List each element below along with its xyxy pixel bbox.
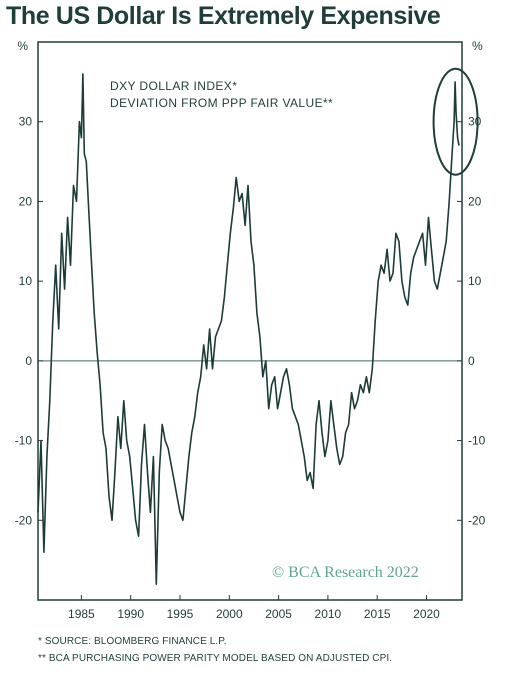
- x-tick-label: 2005: [265, 607, 292, 621]
- y-tick-label-left: 20: [19, 194, 33, 208]
- footnote-model: ** BCA PURCHASING POWER PARITY MODEL BAS…: [38, 653, 393, 664]
- y-tick-label-right: -10: [468, 434, 486, 448]
- y-unit-left: %: [17, 39, 28, 53]
- x-tick-label: 2020: [413, 607, 440, 621]
- x-tick-label: 1985: [68, 607, 95, 621]
- y-tick-label-right: 20: [468, 194, 482, 208]
- y-tick-label-right: 0: [468, 354, 475, 368]
- x-axis: 1985 1990 1995 2000 2005 2010 2015 2020: [68, 595, 440, 621]
- x-tick-label: 1995: [167, 607, 194, 621]
- plot-frame: [37, 41, 463, 601]
- x-tick-label: 1990: [117, 607, 144, 621]
- x-tick-label: 2010: [315, 607, 342, 621]
- y-unit-right: %: [472, 39, 483, 53]
- y-tick-label-left: 10: [19, 274, 33, 288]
- y-tick-label-left: 0: [25, 354, 32, 368]
- y-tick-label-right: -20: [468, 513, 486, 527]
- watermark: © BCA Research 2022: [272, 564, 419, 581]
- footnote-source: * SOURCE: BLOOMBERG FINANCE L.P.: [38, 636, 227, 647]
- chart-title: The US Dollar Is Extremely Expensive: [6, 2, 441, 30]
- x-tick-label: 2000: [216, 607, 243, 621]
- dxy-deviation-line: [37, 73, 460, 585]
- y-tick-label-left: 30: [19, 115, 33, 129]
- series-annotation-line-2: DEVIATION FROM PPP FAIR VALUE**: [110, 96, 333, 110]
- x-tick-label: 2015: [364, 607, 391, 621]
- y-tick-label-left: -20: [15, 513, 33, 527]
- y-axis-left: -20 -10 0 10 20 30: [15, 115, 43, 527]
- y-tick-label-right: 30: [468, 115, 482, 129]
- highlight-ellipse: [432, 67, 479, 176]
- y-tick-label-right: 10: [468, 274, 482, 288]
- y-tick-label-left: -10: [15, 434, 33, 448]
- series-annotation-line-1: DXY DOLLAR INDEX*: [110, 79, 237, 93]
